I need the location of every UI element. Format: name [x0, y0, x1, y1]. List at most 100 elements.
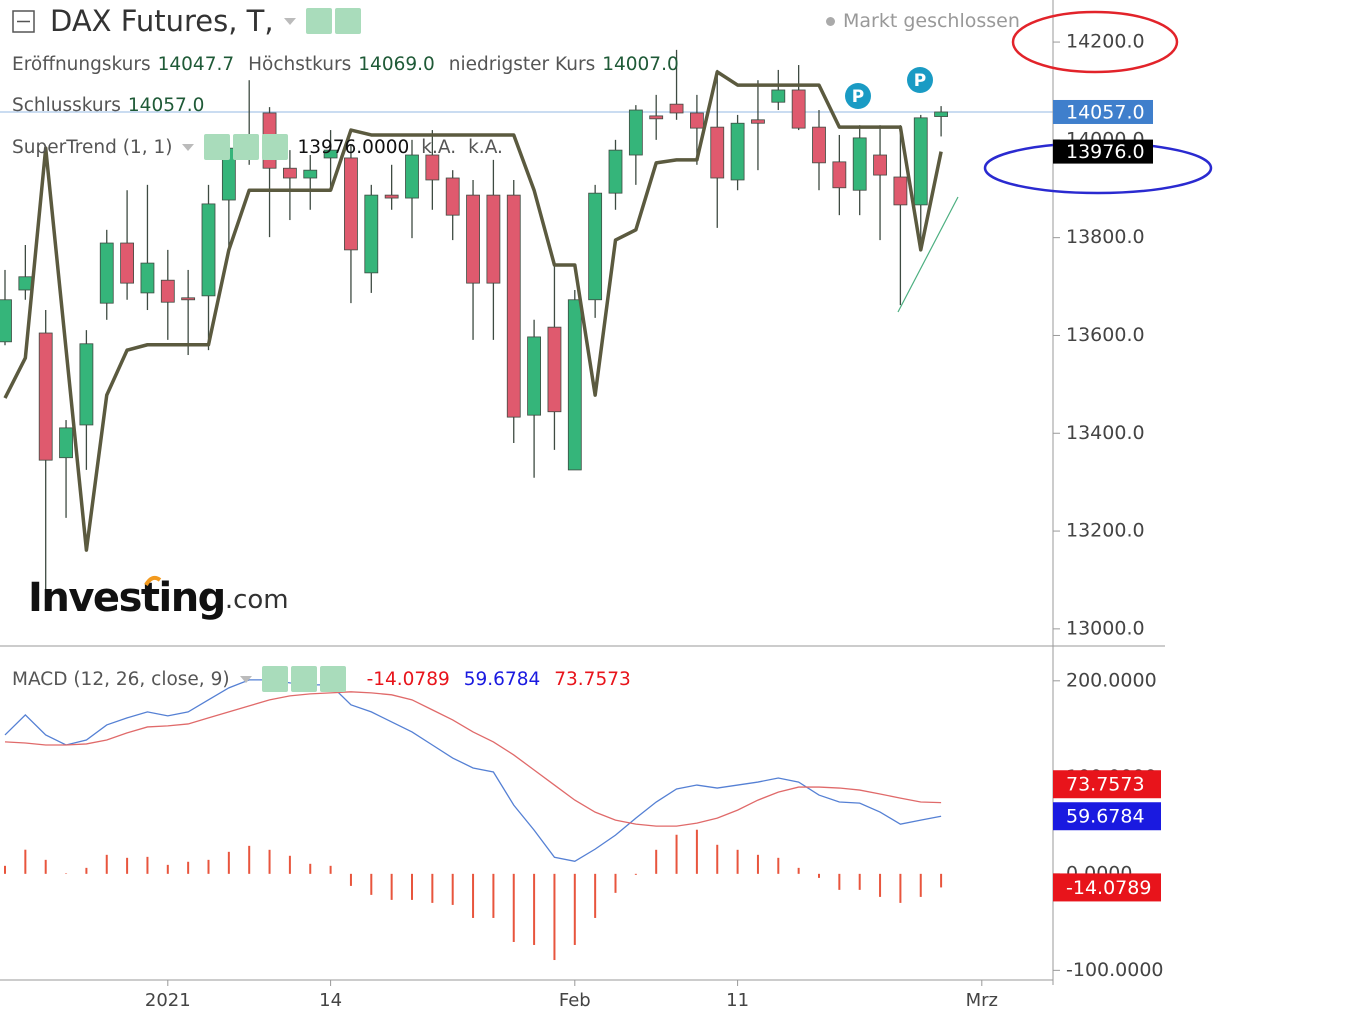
x-tick-label: Mrz: [966, 990, 998, 1011]
pivot-label: P: [852, 87, 864, 107]
histogram-bar: [207, 859, 210, 874]
settings-icon[interactable]: [233, 134, 260, 160]
candle-body: [38, 332, 53, 461]
candle-body: [873, 154, 887, 176]
trend-line: [897, 196, 959, 313]
close-icon[interactable]: [319, 666, 346, 692]
settings-icon[interactable]: [334, 8, 361, 34]
legend-value: 73.7573: [554, 668, 631, 690]
settings-icon[interactable]: [290, 666, 317, 692]
histogram-bar: [227, 851, 230, 874]
candle-body: [0, 299, 12, 343]
candle-body: [160, 279, 175, 303]
x-tick-label: 11: [726, 990, 749, 1011]
candle-body: [791, 89, 806, 129]
dropdown[interactable]: [239, 675, 252, 683]
legend-value: 14069.0: [358, 54, 435, 75]
legend-value: 14057.0: [127, 95, 205, 116]
histogram-bar: [838, 873, 841, 890]
histogram-bar: [411, 873, 413, 900]
title-row: DAX Futures, T,: [50, 4, 364, 38]
histogram-bar: [44, 859, 47, 874]
histogram-bar: [675, 834, 678, 874]
legend-label: Schlusskurs: [12, 95, 121, 116]
plot-area: 13000.013200.013400.013600.013800.014000…: [0, 31, 1164, 1011]
price-box-label: 13976.0: [1066, 141, 1145, 163]
pivot-label: P: [914, 71, 926, 91]
candle-body: [506, 194, 521, 418]
macd-line: [4, 679, 942, 862]
histogram-bar: [716, 844, 719, 874]
highlight-ellipse: [1011, 10, 1179, 74]
histogram-bar: [126, 857, 129, 874]
indicator-name: SuperTrend (1, 1): [12, 136, 173, 158]
indicator-value: 13976.0000: [297, 136, 410, 158]
eye-icon[interactable]: [204, 134, 231, 160]
indicator-legend: SuperTrend (1, 1) 13976.0000 k.A. k.A.: [12, 134, 503, 160]
ohlc-legend: Eröffnungskurs 14047.7 Höchstkurs 14069.0 ni…: [12, 54, 693, 75]
histogram-bar: [248, 845, 251, 874]
histogram-bar: [451, 873, 454, 905]
pivot-marker: [845, 83, 871, 109]
histogram-bar: [777, 857, 780, 874]
candle-body: [181, 297, 196, 301]
collapse-icon[interactable]: [12, 10, 35, 33]
candle-body: [547, 326, 562, 413]
y-tick-label: 13800.0: [1066, 226, 1145, 248]
candle-body: [99, 242, 114, 304]
histogram-bar: [736, 849, 739, 874]
candle-body: [201, 203, 216, 297]
status-row: Markt geschlossen: [826, 10, 1020, 32]
y-tick-label: 13000.0: [1066, 617, 1145, 639]
histogram-bar: [533, 873, 536, 945]
supertrend-line: [3, 70, 943, 552]
histogram-bar: [594, 873, 597, 918]
dropdown[interactable]: [182, 143, 195, 151]
histogram-bar: [370, 873, 373, 895]
indicator-note: k.A.: [421, 136, 457, 158]
candle-body: [934, 111, 948, 117]
histogram-bar: [268, 849, 271, 874]
histogram-bar: [919, 873, 922, 897]
histogram-bar: [879, 873, 882, 897]
close-icon[interactable]: [262, 134, 289, 160]
eye-icon[interactable]: [261, 666, 288, 692]
candle-body: [79, 343, 94, 426]
price-box-label: 14057.0: [1066, 101, 1145, 123]
histogram-bar: [553, 873, 556, 961]
value-box-label: -14.0789: [1066, 877, 1151, 899]
price-box: [1053, 139, 1153, 164]
histogram-bar: [288, 855, 291, 874]
candle-body: [913, 117, 928, 206]
dropdown[interactable]: [283, 17, 296, 25]
histogram-bar: [390, 873, 393, 900]
candle-body: [893, 176, 908, 206]
candle-body: [486, 194, 501, 284]
histogram-bar: [105, 854, 108, 874]
histogram-bar: [695, 829, 698, 874]
histogram-bar: [756, 854, 759, 874]
histogram-bar: [146, 856, 149, 874]
ohlc-legend: Schlusskurs 14057.0: [12, 95, 218, 116]
macd-title: MACD (12, 26, close, 9): [12, 668, 230, 690]
logo-main: Investing: [28, 575, 225, 621]
candle-body: [628, 109, 643, 156]
y-tick-label: 13200.0: [1066, 520, 1145, 542]
candle-body: [120, 242, 134, 284]
price-box: [1053, 99, 1153, 124]
histogram-bar: [472, 873, 475, 918]
histogram-bar: [166, 864, 169, 874]
eye-icon[interactable]: [305, 8, 332, 34]
value-box-label: 59.6784: [1066, 806, 1145, 828]
overlay: 14057.0 13976.0 73.7573 59.6784 -14.0789: [1053, 99, 1161, 902]
candle-body: [608, 149, 623, 194]
y-tick-label: 14200.0: [1066, 31, 1145, 53]
candle-body: [344, 157, 358, 251]
value-box-label: 73.7573: [1066, 774, 1145, 796]
legend-value: -14.0789: [366, 668, 450, 690]
candle-body: [140, 262, 155, 294]
x-tick-label: 2021: [145, 990, 191, 1011]
logo-swoosh: [144, 575, 162, 587]
y-tick-label: 13600.0: [1066, 324, 1145, 346]
